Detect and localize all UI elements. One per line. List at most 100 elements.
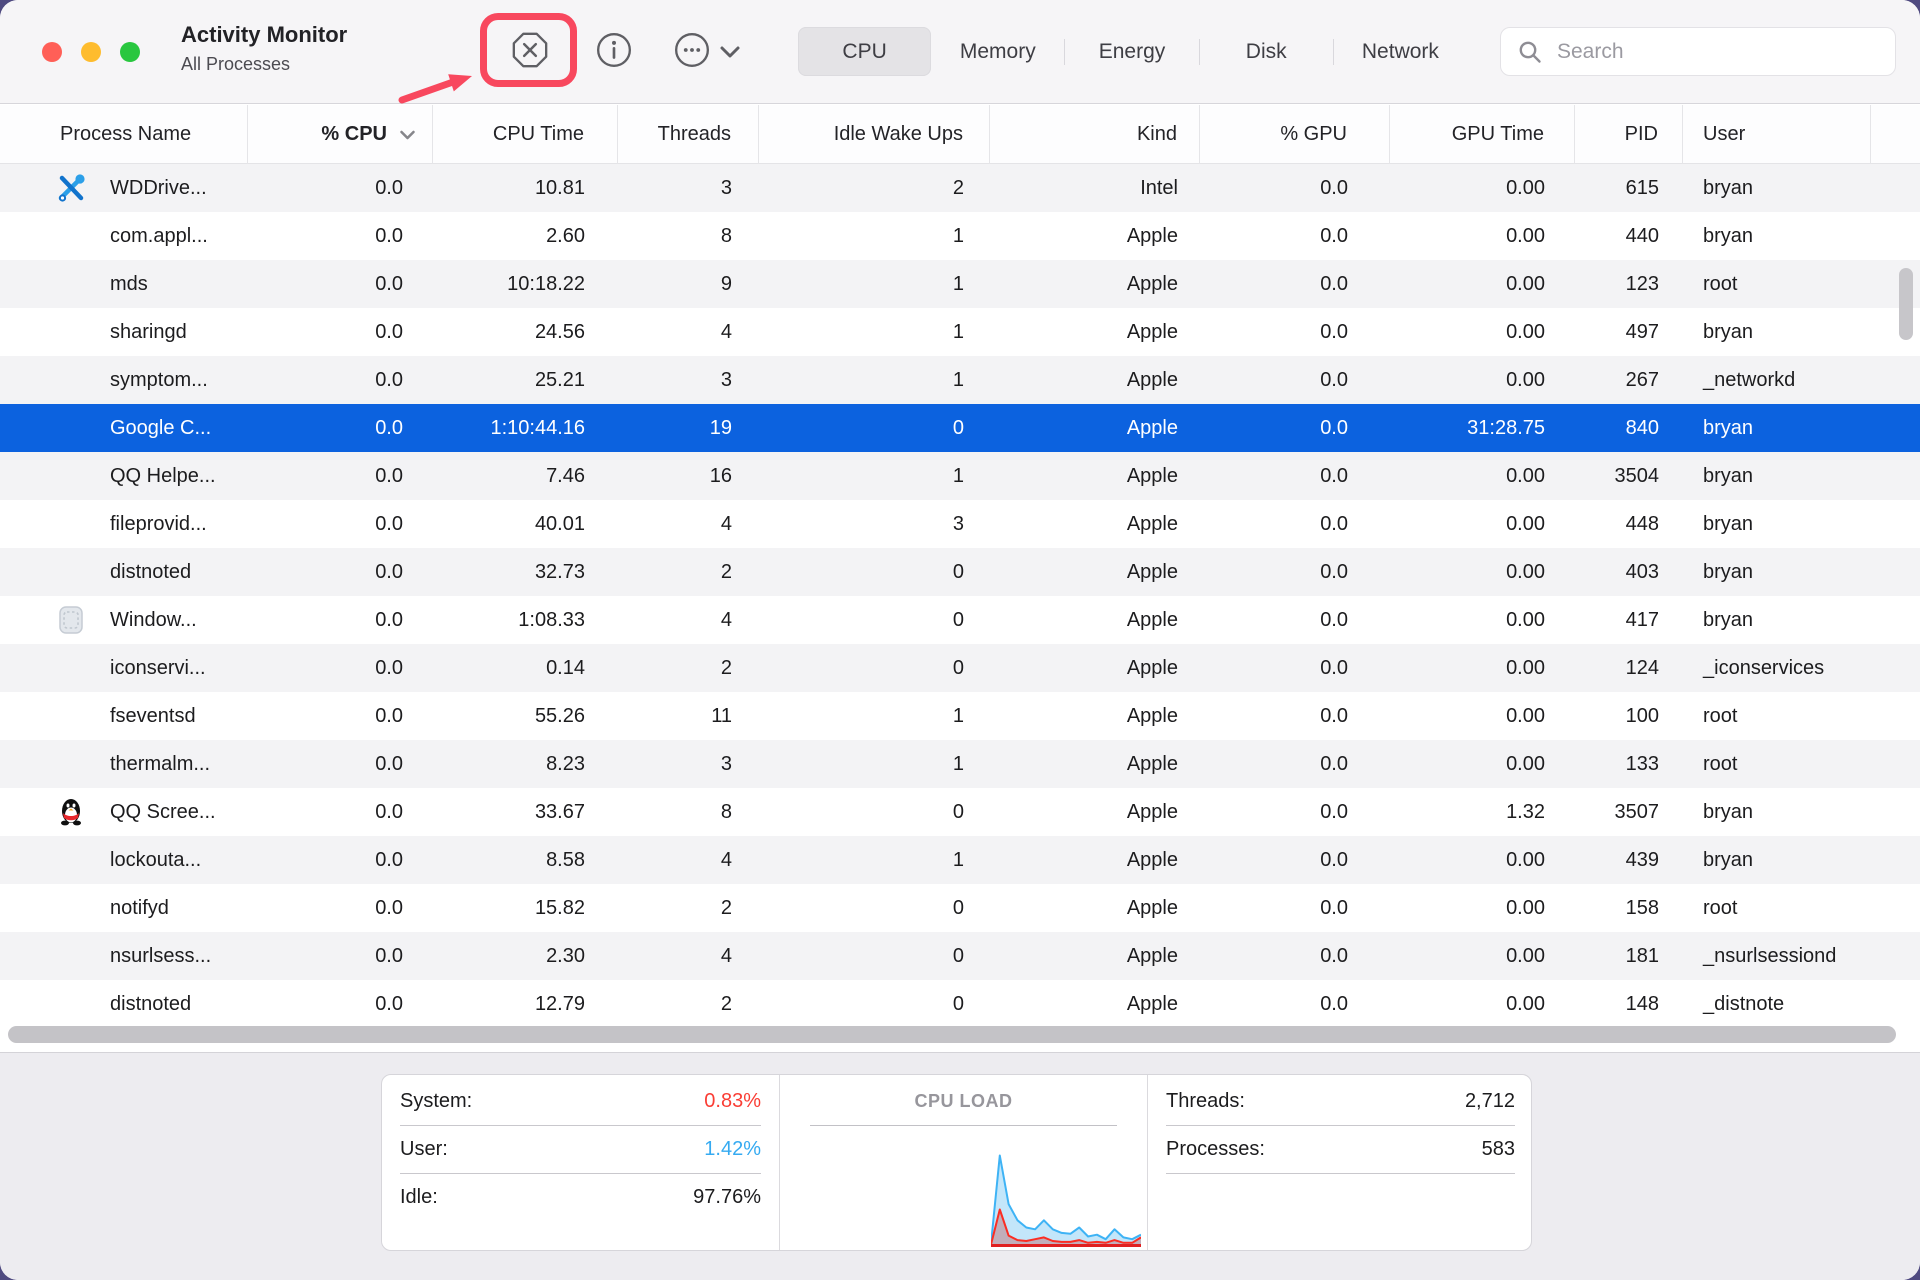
value-cell: 0.0 <box>375 848 403 871</box>
close-window-button[interactable] <box>42 42 62 62</box>
value-cell: 4 <box>720 944 732 967</box>
search-icon <box>1519 41 1541 63</box>
table-row[interactable]: symptom... 0.0 25.21 3 1 Apple 0.0 0.00 267 _netw… <box>0 356 1920 404</box>
value-cell: 267 <box>1625 368 1659 391</box>
column-header-pid[interactable]: PID <box>1575 105 1683 164</box>
process-name-cell: nsurlsess... <box>110 944 212 967</box>
tab-energy[interactable]: Energy <box>1098 39 1166 63</box>
value-cell: 0.0 <box>375 944 403 967</box>
value-cell: 0.0 <box>1320 272 1348 295</box>
chevron-down-icon[interactable] <box>719 45 741 59</box>
value-cell: 1 <box>952 464 964 487</box>
value-cell: 11 <box>711 704 732 727</box>
column-header-kind[interactable]: Kind <box>990 105 1200 164</box>
table-row[interactable]: sharingd 0.0 24.56 4 1 Apple 0.0 0.00 497 bryan <box>0 308 1920 356</box>
tab-network[interactable]: Network <box>1361 39 1439 63</box>
value-cell: 1 <box>952 224 964 247</box>
value-cell: 8.23 <box>546 752 585 775</box>
table-row[interactable]: mds 0.0 10:18.22 9 1 Apple 0.0 0.00 123 root <box>0 260 1920 308</box>
value-cell: 0.0 <box>1320 416 1348 439</box>
process-name-cell: sharingd <box>110 320 187 343</box>
column-header-cpu-time[interactable]: CPU Time <box>433 105 618 164</box>
process-name-cell: mds <box>110 272 148 295</box>
value-cell: 3 <box>720 752 732 775</box>
column-header-gpu-time[interactable]: GPU Time <box>1390 105 1575 164</box>
value-cell: Apple <box>1126 464 1178 487</box>
search-field[interactable] <box>1500 27 1896 76</box>
value-cell: 25.21 <box>534 368 585 391</box>
cpu-load-title: CPU LOAD <box>810 1078 1117 1126</box>
tab-memory[interactable]: Memory <box>959 39 1036 63</box>
value-cell: 0.00 <box>1506 320 1545 343</box>
ellipsis-icon[interactable] <box>672 30 712 70</box>
column-header-gpu[interactable]: % GPU <box>1200 105 1390 164</box>
idle-stat-row: Idle: 97.76% <box>400 1174 761 1221</box>
search-input[interactable] <box>1555 38 1859 65</box>
value-cell: 33.67 <box>534 800 585 823</box>
value-cell: 0.00 <box>1506 608 1545 631</box>
column-header-user[interactable]: User <box>1703 123 1746 145</box>
value-cell: 0.0 <box>375 752 403 775</box>
value-cell: 0.0 <box>375 512 403 535</box>
table-row[interactable]: distnoted 0.0 12.79 2 0 Apple 0.0 0.00 148 _distn… <box>0 980 1920 1028</box>
process-table: WDDrive... 0.0 10.81 3 2 Intel 0.0 0.00 615 bryan… <box>0 164 1920 1028</box>
stop-icon[interactable] <box>510 30 550 70</box>
table-row[interactable]: lockouta... 0.0 8.58 4 1 Apple 0.0 0.00 439 bryan <box>0 836 1920 884</box>
info-icon[interactable] <box>594 30 634 70</box>
process-name-cell: WDDrive... <box>0 164 248 212</box>
table-row[interactable]: QQ Scree... 0.0 33.67 8 0 Apple 0.0 1.32 3507 bry… <box>0 788 1920 836</box>
table-row[interactable]: Google C... 0.0 1:10:44.16 19 0 Apple 0.0 31:28… <box>0 404 1920 452</box>
table-row[interactable]: fileprovid... 0.0 40.01 4 3 Apple 0.0 0.00 448 br… <box>0 500 1920 548</box>
zoom-window-button[interactable] <box>120 42 140 62</box>
process-name-cell: fseventsd <box>110 704 196 727</box>
table-row[interactable]: com.appl... 0.0 2.60 8 1 Apple 0.0 0.00 440 bryan <box>0 212 1920 260</box>
value-cell: _networkd <box>1703 368 1796 391</box>
value-cell: root <box>1703 704 1738 727</box>
table-row[interactable]: nsurlsess... 0.0 2.30 4 0 Apple 0.0 0.00 181 _nsu… <box>0 932 1920 980</box>
table-row[interactable]: notifyd 0.0 15.82 2 0 Apple 0.0 0.00 158 root <box>0 884 1920 932</box>
tab-disk[interactable]: Disk <box>1245 39 1287 63</box>
value-cell: 3 <box>720 176 732 199</box>
column-header-threads[interactable]: Threads <box>618 105 759 164</box>
value-cell: 0.00 <box>1506 224 1545 247</box>
value-cell: 158 <box>1625 896 1659 919</box>
value-cell: 9 <box>720 272 732 295</box>
value-cell: bryan <box>1703 416 1754 439</box>
table-row[interactable]: thermalm... 0.0 8.23 3 1 Apple 0.0 0.00 133 root <box>0 740 1920 788</box>
table-row[interactable]: WDDrive... 0.0 10.81 3 2 Intel 0.0 0.00 615 bryan <box>0 164 1920 212</box>
process-name-cell: distnoted <box>110 992 192 1015</box>
value-cell: bryan <box>1703 512 1754 535</box>
value-cell: 0.0 <box>1320 560 1348 583</box>
value-cell: 0.0 <box>1320 896 1348 919</box>
value-cell: Apple <box>1126 752 1178 775</box>
value-cell: 0.0 <box>1320 800 1348 823</box>
value-cell: 1:10:44.16 <box>490 416 585 439</box>
value-cell: 133 <box>1625 752 1659 775</box>
table-row[interactable]: Window... 0.0 1:08.33 4 0 Apple 0.0 0.00 417 brya… <box>0 596 1920 644</box>
idle-value: 97.76% <box>693 1186 761 1208</box>
table-row[interactable]: fseventsd 0.0 55.26 11 1 Apple 0.0 0.00 100 root <box>0 692 1920 740</box>
window-server-icon <box>55 604 87 636</box>
value-cell: 0.0 <box>375 608 403 631</box>
value-cell: 10.81 <box>534 176 585 199</box>
minimize-window-button[interactable] <box>81 42 101 62</box>
value-cell: Apple <box>1126 848 1178 871</box>
value-cell: Apple <box>1126 800 1178 823</box>
system-stat-row: System: 0.83% <box>400 1078 761 1126</box>
value-cell: bryan <box>1703 224 1754 247</box>
table-row[interactable]: distnoted 0.0 32.73 2 0 Apple 0.0 0.00 403 bryan <box>0 548 1920 596</box>
value-cell: 40.01 <box>534 512 585 535</box>
value-cell: 1:08.33 <box>518 608 585 631</box>
column-header-process-name[interactable]: Process Name <box>0 105 248 164</box>
vertical-scrollbar[interactable] <box>1899 268 1913 340</box>
tab-cpu[interactable]: CPU <box>798 27 932 76</box>
value-cell: 0.00 <box>1506 944 1545 967</box>
column-header-cpu[interactable]: % CPU <box>248 105 433 164</box>
column-header-idle-wake-ups[interactable]: Idle Wake Ups <box>759 105 990 164</box>
table-row[interactable]: QQ Helpe... 0.0 7.46 16 1 Apple 0.0 0.00 3504 bry… <box>0 452 1920 500</box>
process-name-cell: lockouta... <box>110 848 202 871</box>
horizontal-scrollbar[interactable] <box>8 1026 1896 1043</box>
value-cell: _iconservices <box>1703 656 1825 679</box>
table-row[interactable]: iconservi... 0.0 0.14 2 0 Apple 0.0 0.00 124 _ico… <box>0 644 1920 692</box>
process-name-cell: QQ Scree... <box>0 788 248 836</box>
